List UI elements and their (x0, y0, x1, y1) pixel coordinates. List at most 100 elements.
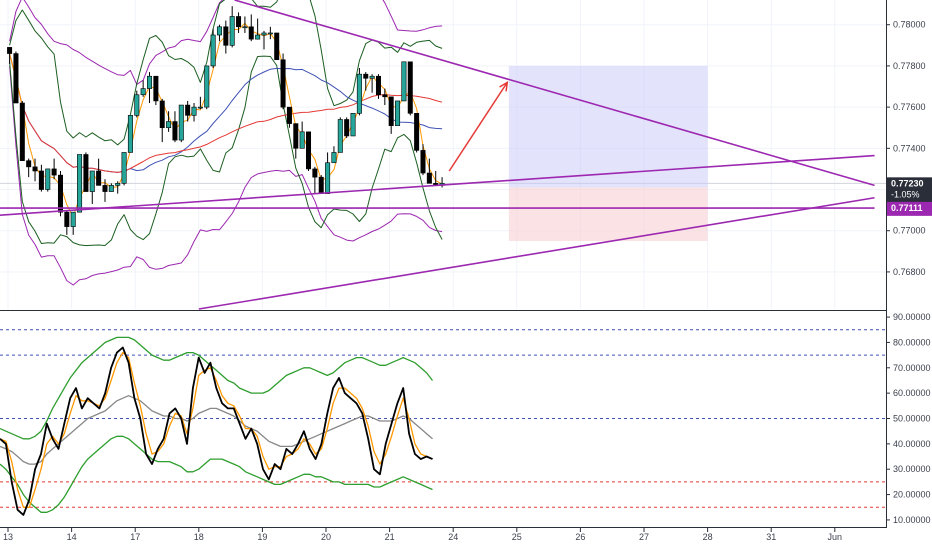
position-box (508, 65, 708, 242)
candle-body (293, 123, 299, 149)
date-tick-label: 28 (703, 532, 713, 542)
date-tick-label: 26 (575, 532, 585, 542)
oscillator-tick-label: 70.00000 (893, 363, 931, 373)
candle-body (51, 168, 57, 176)
candle-body (267, 32, 273, 35)
candle-body (306, 131, 312, 170)
candle-body (7, 47, 13, 54)
candle-body (356, 73, 362, 114)
oscillator-tick-label: 30.00000 (893, 464, 931, 474)
trendline-lower-ascending (198, 196, 875, 310)
candle-body (191, 106, 197, 116)
candle-body (223, 26, 229, 46)
price-badge-text: 0.77230 (891, 178, 924, 188)
candle-body (369, 75, 375, 79)
price-tick-label: 0.77400 (893, 143, 926, 153)
candle-body (121, 152, 127, 184)
candle-body (325, 162, 331, 194)
signal-line (0, 351, 433, 508)
trendlines (0, 0, 875, 310)
price-tick-label: 0.76800 (893, 267, 926, 277)
candle-body (236, 16, 242, 28)
candle-body (331, 152, 337, 164)
arrow-head (499, 80, 509, 92)
candle-body (318, 176, 324, 194)
candle-body (401, 61, 407, 102)
candle-body (178, 104, 184, 141)
candle-body (255, 34, 261, 40)
price-tick-label: 0.77600 (893, 102, 926, 112)
inner-band-upper (9, 0, 443, 146)
candle-body (108, 185, 114, 192)
candle-body (159, 100, 165, 129)
candle-body (57, 174, 63, 213)
price-badge (887, 201, 932, 216)
candle-body (134, 94, 140, 116)
date-tick-label: 14 (67, 532, 77, 542)
candle-body (261, 32, 267, 36)
stop-zone (508, 187, 708, 242)
oscillator-tick-label: 90.00000 (893, 312, 931, 322)
oscillator-tick-label: 10.00000 (893, 515, 931, 525)
candle-body (204, 65, 210, 108)
candle-body (375, 75, 381, 96)
candle-body (420, 150, 426, 174)
upper-envelope (0, 336, 434, 440)
date-tick-label: 13 (3, 532, 13, 542)
candle-body (299, 131, 305, 149)
candle-body (229, 16, 235, 46)
arrow-shaft (448, 81, 508, 172)
candlesticks (7, 6, 445, 235)
candle-body (395, 100, 401, 126)
price-tick-label: 0.78000 (893, 20, 926, 30)
candle-body (96, 170, 102, 186)
candle-body (337, 119, 343, 153)
candle-body (248, 26, 254, 40)
baseline-average (0, 395, 433, 465)
lower-envelope (0, 435, 433, 513)
candle-body (166, 121, 172, 129)
candle-body (38, 170, 44, 190)
date-tick-label: 21 (385, 532, 395, 542)
oscillator-pane (0, 329, 886, 516)
date-tick-label: 24 (448, 532, 458, 542)
candle-body (280, 59, 286, 108)
oscillator-tick-label: 60.00000 (893, 388, 931, 398)
date-tick-label: 20 (321, 532, 331, 542)
candle-body (426, 172, 432, 184)
candle-body (344, 119, 350, 137)
candle-body (26, 160, 32, 168)
oscillator-tick-label: 80.00000 (893, 337, 931, 347)
candle-body (363, 73, 369, 79)
candle-body (185, 104, 191, 116)
inner-band-lower (9, 55, 443, 247)
date-tick-label: 19 (257, 532, 267, 542)
oscillator-tick-label: 40.00000 (893, 439, 931, 449)
price-tick-label: 0.77000 (893, 226, 926, 236)
candle-body (388, 96, 394, 126)
outer-band-upper (9, 0, 443, 85)
candle-body (70, 211, 76, 227)
candle-body (127, 115, 133, 153)
candle-body (140, 88, 146, 96)
trendline-upper-descending (234, 0, 875, 187)
price-badge-text: 0.77111 (891, 203, 923, 213)
candle-body (45, 168, 51, 190)
candle-body (102, 185, 108, 192)
candle-body (274, 32, 280, 61)
date-tick-label: 17 (130, 532, 140, 542)
date-tick-label: 25 (512, 532, 522, 542)
candle-body (83, 154, 89, 192)
candle-body (414, 113, 420, 151)
candle-body (197, 106, 203, 109)
candle-body (172, 121, 178, 141)
candle-body (210, 34, 216, 67)
date-tick-label: 18 (194, 532, 204, 542)
oscillator-tick-label: 50.00000 (893, 414, 931, 424)
candle-body (216, 26, 222, 36)
candle-body (32, 166, 38, 172)
candle-body (350, 113, 356, 137)
candle-body (242, 26, 248, 29)
